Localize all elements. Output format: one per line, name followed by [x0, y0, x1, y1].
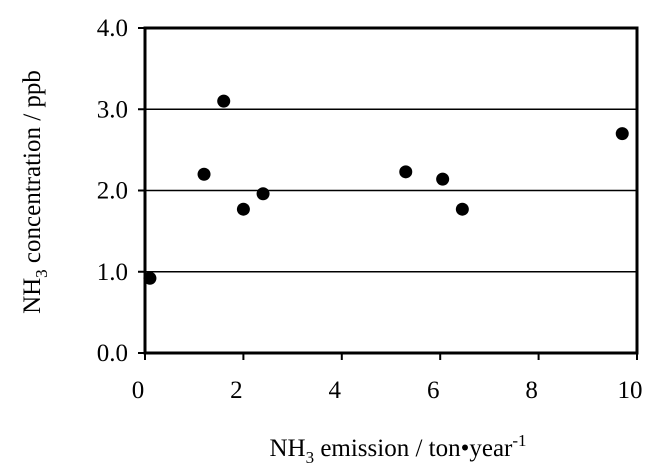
y-tick-label: 0.0 — [97, 340, 128, 367]
y-tick-label: 3.0 — [97, 96, 128, 123]
y-axis-tick-labels: 0.0 1.0 2.0 3.0 4.0 — [97, 15, 128, 367]
x-tick-label: 4 — [329, 377, 342, 404]
y-axis-title: NH3 concentration / ppb — [19, 70, 51, 314]
x-axis-title: NH3 emission / ton•year-1 — [269, 431, 526, 467]
x-axis-title-superscript: -1 — [512, 431, 526, 450]
data-point — [436, 172, 450, 186]
y-tick-label: 1.0 — [97, 259, 128, 286]
data-point — [217, 94, 231, 108]
y-axis-title-main: concentration / ppb — [19, 70, 46, 269]
x-axis-tick-labels: 0 2 4 6 8 10 — [132, 377, 643, 404]
y-axis-title-base: NH — [19, 278, 46, 314]
data-point — [197, 167, 211, 181]
data-point — [399, 165, 413, 179]
x-axis-title-main: emission / ton•year — [314, 435, 513, 462]
gridlines — [145, 108, 637, 273]
data-points — [143, 94, 629, 285]
y-axis-title-subscript: 3 — [32, 269, 51, 278]
data-point — [615, 127, 629, 141]
x-axis-title-base: NH — [269, 435, 305, 462]
x-tick-label: 8 — [525, 377, 538, 404]
x-tick-label: 10 — [618, 377, 643, 404]
x-tick-label: 6 — [427, 377, 440, 404]
x-tick-label: 2 — [230, 377, 243, 404]
data-point — [455, 202, 469, 216]
axis-ticks — [138, 27, 638, 360]
y-tick-label: 4.0 — [97, 15, 128, 42]
data-point — [256, 187, 270, 201]
x-axis-title-subscript: 3 — [306, 448, 315, 467]
y-tick-label: 2.0 — [97, 178, 128, 205]
data-point — [143, 271, 157, 285]
data-point — [236, 202, 250, 216]
x-tick-label: 0 — [132, 377, 145, 404]
